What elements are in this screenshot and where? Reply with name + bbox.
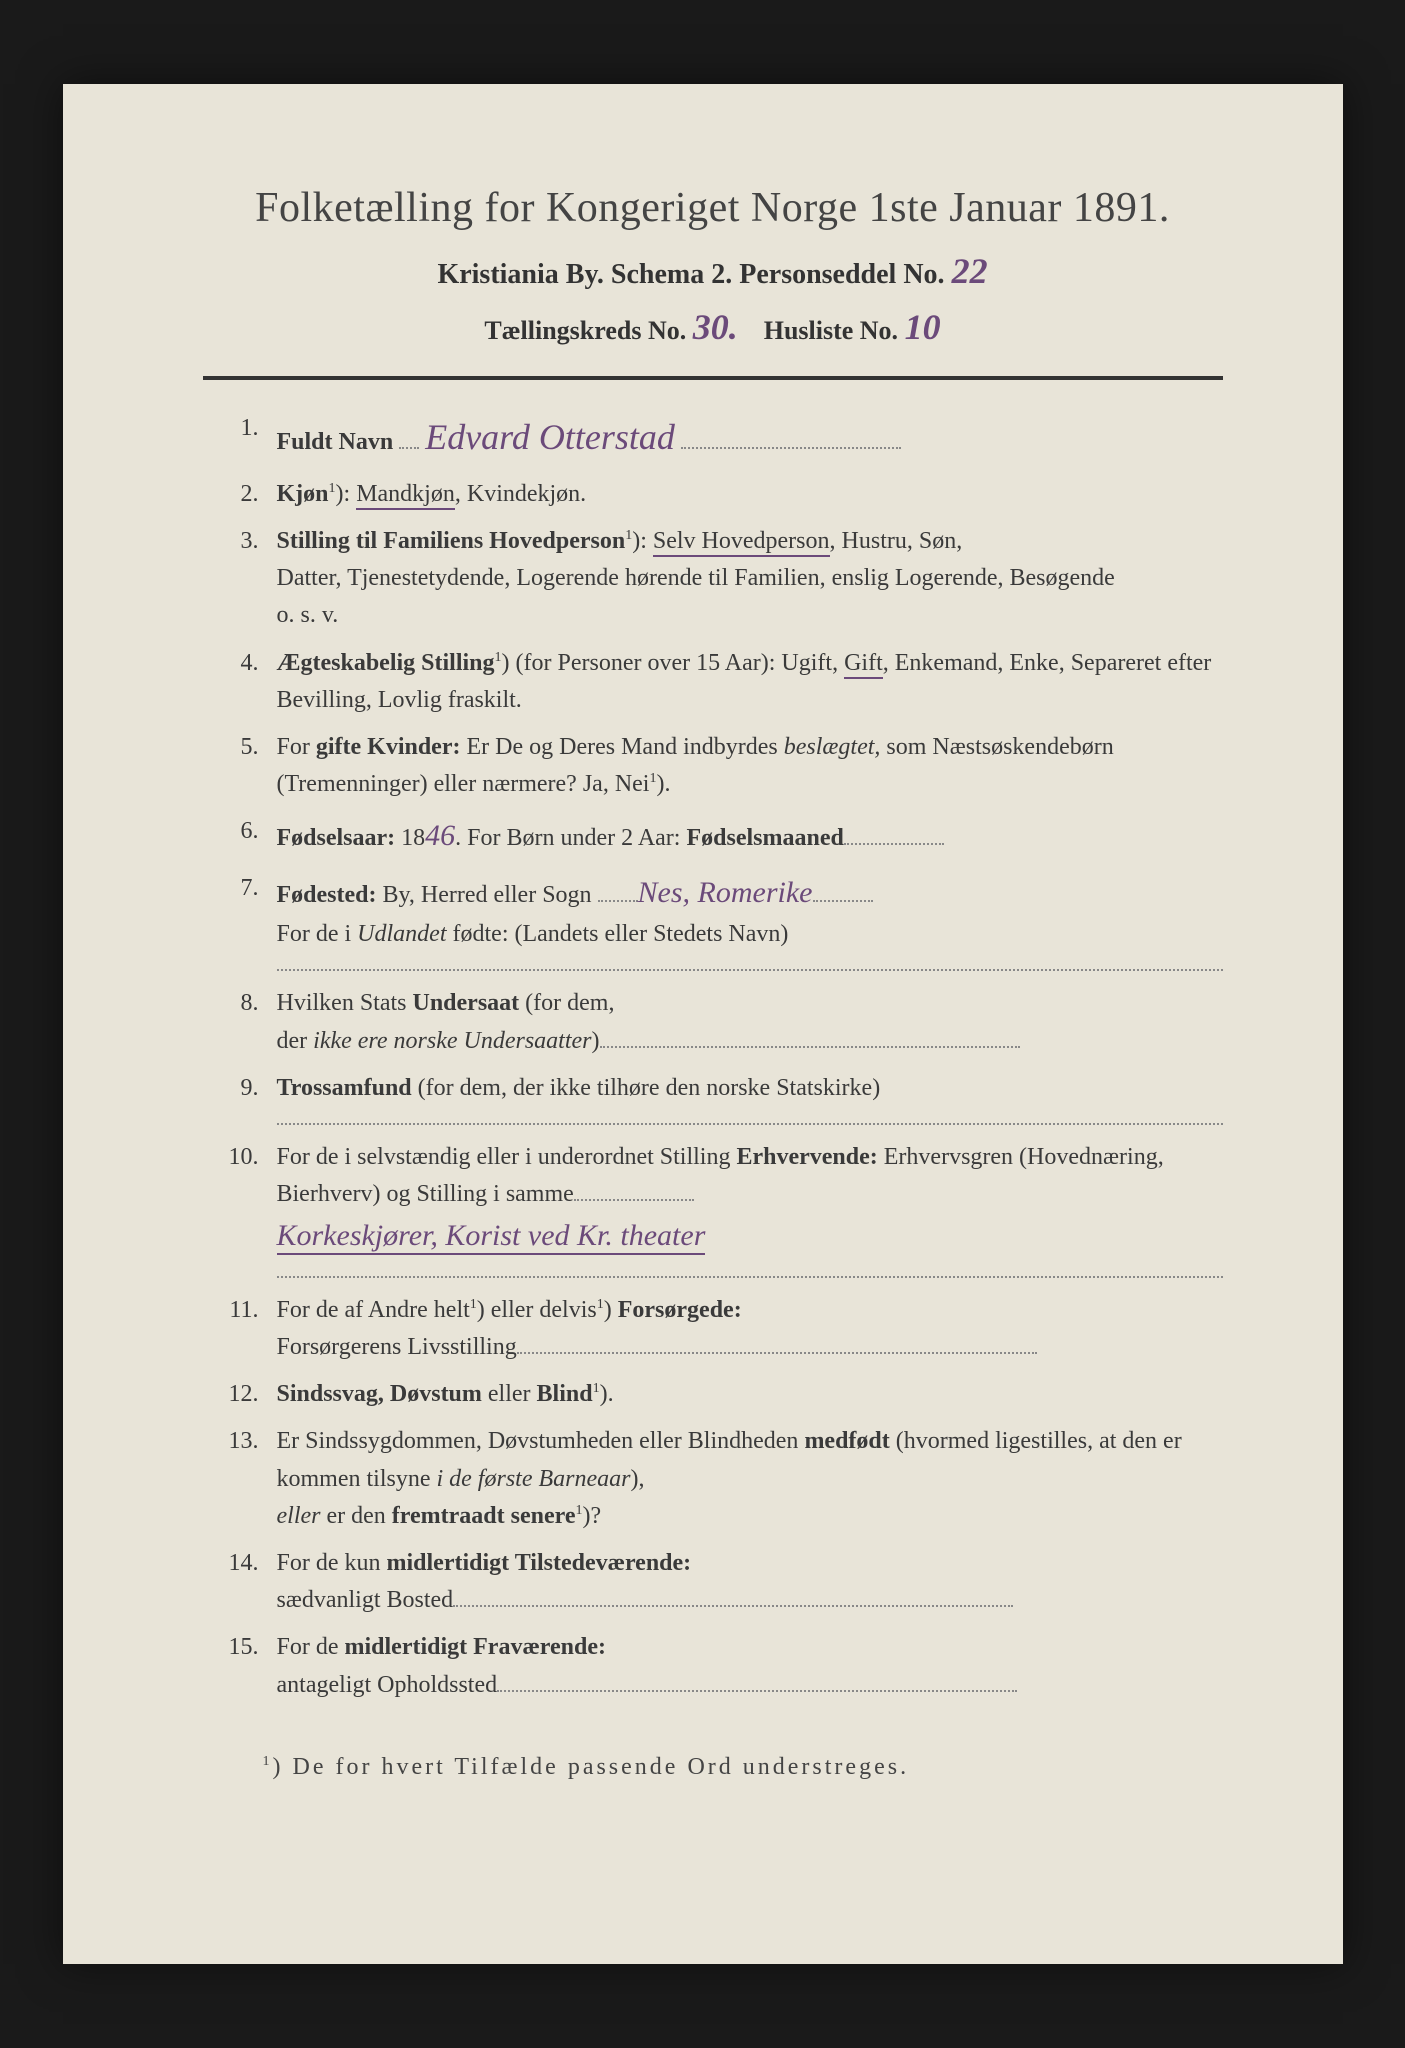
field-birthplace: 7. Fødested: By, Herred eller Sogn Nes, … [203,870,1223,954]
field-religion: 9. Trossamfund (for dem, der ikke tilhør… [203,1070,1223,1107]
field-sex: 2. Kjøn1): Mandkjøn, Kvindekjøn. [203,476,1223,513]
selected-relation: Selv Hovedperson [653,528,830,557]
footnote: 1) De for hvert Tilfælde passende Ord un… [203,1754,1223,1781]
kreds-number: 30. [693,306,738,348]
field-supported: 11. For de af Andre helt1) eller delvis1… [203,1292,1223,1366]
field-married-women: 5. For gifte Kvinder: Er De og Deres Man… [203,729,1223,803]
field-disability: 12. Sindssvag, Døvstum eller Blind1). [203,1376,1223,1413]
selected-sex: Mandkjøn [356,481,455,510]
field-disability-onset: 13. Er Sindssygdommen, Døvstumheden elle… [203,1423,1223,1535]
selected-marital: Gift [844,650,883,679]
field-citizenship: 8. Hvilken Stats Undersaat (for dem, der… [203,985,1223,1059]
husliste-number: 10 [905,306,941,348]
birthplace: Nes, Romerike [638,876,813,909]
census-form-page: Folketælling for Kongeriget Norge 1ste J… [63,84,1343,1964]
subtitle-line-2: Tællingskreds No. 30. Husliste No. 10 [203,306,1223,348]
subtitle-line-1: Kristiania By. Schema 2. Personseddel No… [203,250,1223,292]
field-occupation: 10. For de i selvstændig eller i underor… [203,1139,1223,1260]
header-divider [203,376,1223,380]
personseddel-number: 22 [952,250,988,292]
birth-year: 46 [425,819,455,852]
field-temp-absent: 15. For de midlertidigt Fraværende: anta… [203,1629,1223,1703]
occupation-value: Korkeskjører, Korist ved Kr. theater [277,1219,706,1255]
dotted-line [277,1274,1223,1278]
field-temp-present: 14. For de kun midlertidigt Tilstedevære… [203,1545,1223,1619]
person-name: Edvard Otterstad [425,410,675,466]
field-relation: 3. Stilling til Familiens Hovedperson1):… [203,523,1223,635]
dotted-line [277,967,1223,971]
field-marital: 4. Ægteskabelig Stilling1) (for Personer… [203,645,1223,719]
field-name: 1. Fuldt Navn Edvard Otterstad [203,410,1223,466]
dotted-line [277,1121,1223,1125]
field-birthyear: 6. Fødselsaar: 1846. For Børn under 2 Aa… [203,813,1223,860]
main-title: Folketælling for Kongeriget Norge 1ste J… [203,184,1223,232]
